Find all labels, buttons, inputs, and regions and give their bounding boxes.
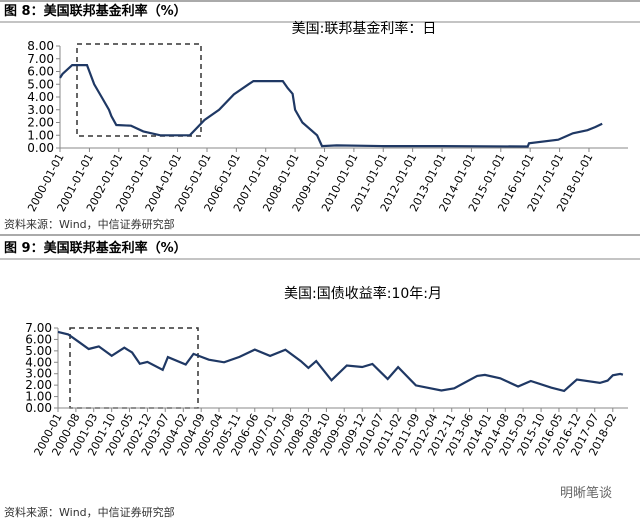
y-tick-label: 3.00 [25,367,52,381]
source: 资料来源：Wind，中信证券研究部 [4,217,175,231]
y-tick-label: 2.00 [27,116,54,130]
y-tick-label: 0.00 [25,401,52,415]
watermark: 明晰笔谈 [560,485,612,501]
highlight-box [76,43,202,137]
y-tick-label: 5.00 [25,344,52,358]
highlight-box [69,327,199,409]
y-tick-label: 6.00 [25,332,52,346]
y-tick-label: 8.00 [27,39,54,53]
chart-title: 美国:联邦基金利率：日 [292,20,437,37]
y-tick-label: 6.00 [27,65,54,79]
y-tick-label: 1.00 [27,128,54,142]
y-tick-label: 7.00 [25,321,52,335]
series-line [59,63,603,148]
source: 资料来源：Wind，中信证券研究部 [4,505,175,519]
chart-title: 美国:国债收益率:10年:月 [284,285,442,302]
caption: 图 9：美国联邦基金利率（%） [4,240,187,256]
caption: 图 8：美国联邦基金利率（%） [4,3,187,19]
y-tick-label: 3.00 [27,103,54,117]
y-tick-label: 2.00 [25,378,52,392]
y-tick-label: 4.00 [27,90,54,104]
y-tick-label: 7.00 [27,52,54,66]
y-tick-label: 0.00 [27,141,54,155]
y-tick-label: 4.00 [25,355,52,369]
series-line [57,330,624,393]
y-tick-label: 1.00 [25,390,52,404]
y-tick-label: 5.00 [27,77,54,91]
